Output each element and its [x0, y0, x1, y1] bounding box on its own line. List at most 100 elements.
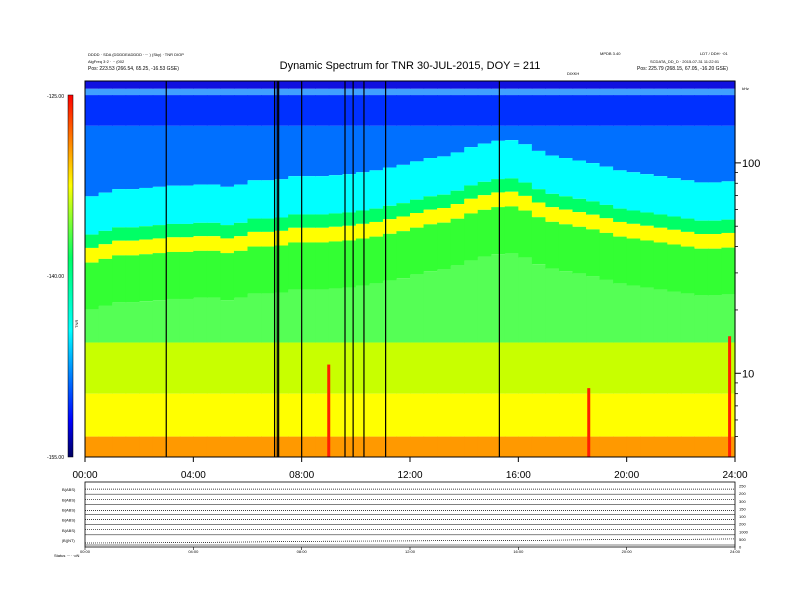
spectrum-band-cell [355, 125, 370, 173]
spectrum-band-cell [410, 88, 425, 96]
spectrum-band-cell [531, 81, 547, 89]
radio-burst [728, 336, 732, 457]
spectrum-band-cell [531, 217, 547, 265]
bottom-row-label: B(ABS) [62, 497, 76, 502]
spectrum-band-cell [152, 393, 167, 437]
spectrum-band-cell [328, 88, 343, 96]
spectrum-band-cell [450, 342, 465, 394]
spectrum-band-cell [410, 393, 425, 437]
spectrum-band-cell [166, 251, 181, 299]
spectrum-band-cell [98, 258, 113, 306]
spectrum-band-cell [220, 300, 235, 343]
spectrum-band-cell [355, 81, 370, 89]
spectrum-band-cell [193, 250, 208, 298]
spectrum-band-cell [572, 198, 587, 213]
spectrum-band-cell [355, 393, 370, 437]
spectrum-band-cell [193, 297, 208, 343]
spectrum-band-cell [125, 125, 140, 190]
spectrum-band-cell [396, 88, 411, 96]
spectrum-band-cell [410, 342, 425, 394]
spectrum-band-cell [233, 393, 249, 437]
spectrum-band-cell [233, 250, 249, 298]
main-x-axis: 00:00 04:00 08:00 12:00 16:00 20:00 24:00 [72, 457, 748, 481]
spectrum-band-cell [707, 182, 723, 221]
spectrum-band-cell [518, 342, 533, 394]
spectrum-band-cell [301, 342, 316, 394]
spectrum-band-cell [152, 125, 167, 187]
spectrum-band-cell [653, 125, 668, 177]
spectrum-band-cell [423, 436, 438, 457]
spectrum-band-cell [545, 393, 560, 437]
bottom-right-tick-label: 300 [739, 499, 746, 504]
spectrum-band-cell [613, 342, 628, 394]
spectrum-band-cell [640, 88, 655, 96]
spectrum-band-cell [613, 170, 628, 209]
spectrum-band-cell [220, 436, 235, 457]
spectrum-band-cell [464, 436, 479, 457]
bottom-row-label: B(ABS) [62, 518, 76, 523]
spectrum-band-cell [166, 393, 181, 437]
y-tick-label: 10 [742, 368, 754, 380]
bottom-right-tick-label: 200 [739, 491, 746, 496]
spectrum-band-cell [707, 342, 723, 394]
spectrum-band-cell [369, 436, 384, 457]
spectrum-band-cell [342, 81, 357, 89]
spectrum-band-cell [450, 95, 465, 126]
spectrum-band-cell [193, 125, 208, 185]
spectrum-band-cell [464, 198, 479, 214]
spectrum-band-cell [98, 95, 113, 126]
spectrum-band-cell [125, 436, 140, 457]
spectrum-band-cell [640, 81, 655, 89]
spectrum-band-cell [504, 81, 519, 89]
spectrum-band-cell [369, 236, 384, 284]
spectrum-band-cell [261, 180, 276, 219]
spectrum-band-cell [315, 242, 330, 290]
spectrum-band-cell [721, 181, 736, 220]
header-right-line1: LDT / DDH· ·01 [700, 51, 728, 56]
spectrum-band-cell [233, 297, 249, 343]
spectrum-band-cell [572, 273, 587, 343]
spectrum-band-cell [220, 238, 235, 254]
spectrum-band-cell [450, 81, 465, 89]
spectrum-band-cell [85, 196, 100, 235]
spectrum-band-cell [247, 88, 262, 96]
spectrum-band-cell [531, 125, 547, 151]
bottom-right-tick-label: 200 [739, 522, 746, 527]
spectrum-band-cell [139, 239, 154, 255]
spectrum-band-cell [396, 342, 411, 394]
spectrum-band-cell [464, 260, 479, 343]
spectrum-band-cell [586, 214, 601, 230]
spectrum-band-cell [491, 88, 506, 96]
bottom-right-tick-label: 0 [739, 545, 742, 550]
spectrum-band-cell [545, 125, 560, 156]
spectrum-band-cell [640, 287, 655, 343]
spectrum-band-cell [531, 393, 547, 437]
spectrum-band-cell [98, 342, 113, 394]
spectrum-band-cell [85, 247, 100, 263]
spectrum-band-cell [707, 295, 723, 343]
spectrum-band-cell [667, 178, 682, 217]
header-left-line2: AlgFreq 3·2 · ·· (002 [88, 59, 125, 64]
spectrum-band-cell [518, 95, 533, 126]
spectrum-band-cell [545, 88, 560, 96]
spectrum-band-cell [586, 201, 601, 215]
spectrum-band-cell [355, 285, 370, 343]
spectrum-band-cell [477, 181, 492, 196]
spectrum-band-cell [382, 205, 398, 220]
spectrum-band-cell [328, 125, 343, 176]
spectrum-band-cell [667, 393, 682, 437]
spectrum-band-cell [328, 241, 343, 289]
spectrum-band-cell [653, 289, 668, 343]
spectrum-band-cell [382, 393, 398, 437]
spectrum-band-cell [220, 342, 235, 394]
spectrum-band-cell [301, 289, 316, 343]
spectrum-band-cell [518, 257, 533, 343]
spectrum-band-cell [396, 81, 411, 89]
spectrum-band-cell [464, 185, 479, 199]
spectrum-band-cell [437, 342, 452, 394]
spectrum-band-cell [586, 342, 601, 394]
spectrum-band-cell [179, 81, 194, 89]
spectrum-band-cell [477, 342, 492, 394]
spectrum-band-cell [261, 95, 276, 126]
spectrum-band-cell [586, 81, 601, 89]
